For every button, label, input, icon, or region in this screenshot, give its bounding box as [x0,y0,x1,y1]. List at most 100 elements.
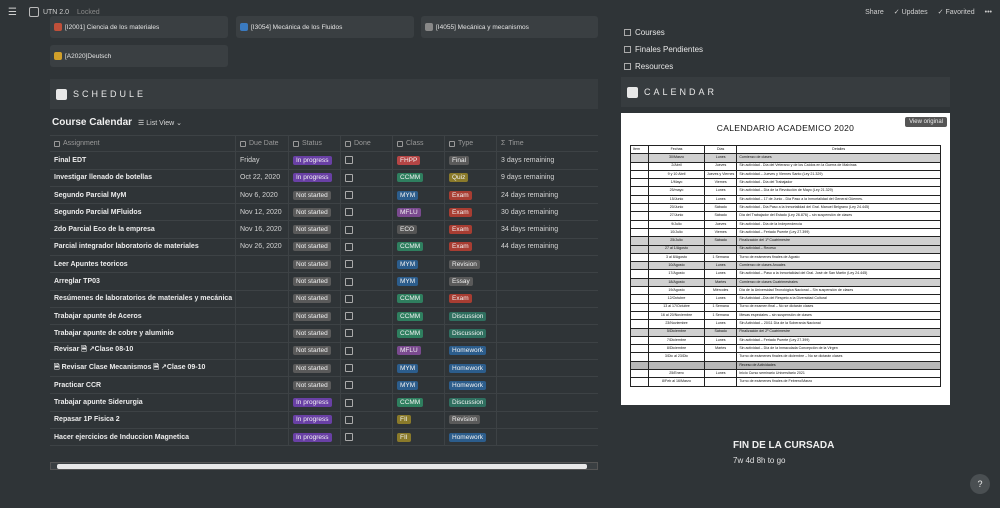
course-card[interactable]: [I4055] Mecánica y mecanismos [421,16,598,38]
assignment-cell[interactable]: Revisar 🗎 ↗Clase 08-10 [50,342,236,359]
due-date-cell[interactable]: Nov 6, 2020 [236,186,289,204]
done-checkbox[interactable] [345,364,353,372]
done-cell[interactable] [341,273,393,290]
due-date-cell[interactable]: Oct 22, 2020 [236,169,289,186]
table-row[interactable]: Revisar 🗎 ↗Clase 08-10 Not started MFLU Hom… [50,342,598,360]
horizontal-scrollbar[interactable] [50,462,598,470]
done-checkbox[interactable] [345,312,353,321]
class-cell[interactable]: MFLU [393,342,445,359]
done-cell[interactable] [341,204,393,221]
due-date-cell[interactable] [236,290,289,307]
assignment-cell[interactable]: Investigar llenado de botellas [50,169,236,186]
done-cell[interactable] [341,169,393,186]
link-resources[interactable]: Resources [624,62,673,71]
due-date-cell[interactable] [236,342,289,359]
type-cell[interactable]: Discussion [445,325,497,342]
done-checkbox[interactable] [345,277,353,286]
assignment-cell[interactable]: Segundo Parcial MyM [50,186,236,204]
assignment-cell[interactable]: Trabajar apunte de cobre y aluminio [50,325,236,342]
assignment-cell[interactable]: Arreglar TP03 [50,273,236,290]
done-checkbox[interactable] [345,329,353,338]
table-row[interactable]: Repasar 1P Fisica 2 In progress FII Revisio… [50,411,598,430]
status-cell[interactable]: Not started [289,342,341,359]
type-cell[interactable]: Exam [445,186,497,204]
class-cell[interactable]: CCMM [393,307,445,325]
done-cell[interactable] [341,342,393,359]
table-row[interactable]: Hacer ejercicios de Induccion Magnetica I… [50,429,598,447]
assignment-cell[interactable]: Practicar CCR [50,377,236,394]
menu-icon[interactable]: ☰ [8,6,17,18]
done-checkbox[interactable] [345,433,353,442]
done-checkbox[interactable] [345,208,353,217]
done-cell[interactable] [341,238,393,256]
assignment-cell[interactable]: Parcial integrador laboratorio de materi… [50,238,236,256]
status-cell[interactable]: Not started [289,307,341,325]
column-header-type[interactable]: Type [445,136,497,152]
due-date-cell[interactable]: Nov 26, 2020 [236,238,289,256]
assignment-cell[interactable]: Hacer ejercicios de Induccion Magnetica [50,429,236,446]
table-row[interactable]: Trabajar apunte de Aceros Not started CCMM… [50,307,598,326]
column-header-assignment[interactable]: Assignment [50,136,236,152]
due-date-cell[interactable] [236,359,289,377]
status-cell[interactable]: Not started [289,377,341,394]
done-checkbox[interactable] [345,294,353,303]
type-cell[interactable]: Quiz [445,169,497,186]
due-date-cell[interactable]: Nov 12, 2020 [236,204,289,221]
table-row[interactable]: Leer Apuntes teoricos Not started MYM Revis… [50,256,598,274]
table-row[interactable]: Trabajar apunte de cobre y aluminio Not s… [50,325,598,343]
class-cell[interactable]: MYM [393,359,445,377]
help-button[interactable]: ? [970,474,990,494]
due-date-cell[interactable] [236,411,289,429]
status-cell[interactable]: Not started [289,273,341,290]
due-date-cell[interactable] [236,325,289,342]
due-date-cell[interactable] [236,256,289,273]
course-card[interactable]: [I2001] Ciencia de los materiales [50,16,228,38]
assignment-cell[interactable]: Segundo Parcial MFluidos [50,204,236,221]
type-cell[interactable]: Homework [445,377,497,394]
column-header-class[interactable]: Class [393,136,445,152]
status-cell[interactable]: In progress [289,152,341,169]
due-date-cell[interactable] [236,377,289,394]
table-row[interactable]: 2do Parcial Eco de la empresa Nov 16, 202… [50,221,598,239]
table-row[interactable]: Practicar CCR Not started MYM Homework [50,377,598,395]
done-checkbox[interactable] [345,173,353,182]
academic-calendar-image[interactable]: CALENDARIO ACADEMICO 2020 View original … [621,113,950,405]
table-row[interactable]: Arreglar TP03 Not started MYM Essay [50,273,598,291]
type-cell[interactable]: Revision [445,256,497,273]
due-date-cell[interactable] [236,394,289,411]
link-finales-pendientes[interactable]: Finales Pendientes [624,45,703,54]
type-cell[interactable]: Revision [445,411,497,429]
done-checkbox[interactable] [345,415,353,424]
table-row[interactable]: Investigar llenado de botellas Oct 22, 20… [50,169,598,187]
done-cell[interactable] [341,221,393,238]
done-checkbox[interactable] [345,191,353,200]
assignment-cell[interactable]: 2do Parcial Eco de la empresa [50,221,236,238]
status-cell[interactable]: Not started [289,359,341,377]
type-cell[interactable]: Essay [445,273,497,290]
view-original-button[interactable]: View original [905,117,947,127]
status-cell[interactable]: Not started [289,238,341,256]
page-title[interactable]: UTN 2.0 [42,8,70,16]
done-checkbox[interactable] [345,156,353,165]
due-date-cell[interactable] [236,273,289,290]
done-cell[interactable] [341,307,393,325]
updates-button[interactable]: ✓ Updates [893,9,928,16]
type-cell[interactable]: Discussion [445,307,497,325]
column-header-due-date[interactable]: Due Date [236,136,289,152]
done-checkbox[interactable] [345,225,353,234]
type-cell[interactable]: Final [445,152,497,169]
share-button[interactable]: Share [865,8,884,16]
table-row[interactable]: Segundo Parcial MyM Nov 6, 2020 Not starte… [50,186,598,205]
assignment-cell[interactable]: Resúmenes de laboratorios de materiales … [50,290,236,307]
type-cell[interactable]: Homework [445,342,497,359]
class-cell[interactable]: FII [393,429,445,446]
status-cell[interactable]: In progress [289,169,341,186]
type-cell[interactable]: Exam [445,221,497,238]
class-cell[interactable]: MYM [393,256,445,273]
class-cell[interactable]: CCMM [393,169,445,186]
done-cell[interactable] [341,359,393,377]
done-cell[interactable] [341,411,393,429]
done-cell[interactable] [341,152,393,169]
type-cell[interactable]: Exam [445,238,497,256]
assignment-cell[interactable]: Trabajar apunte Siderurgia [50,394,236,411]
